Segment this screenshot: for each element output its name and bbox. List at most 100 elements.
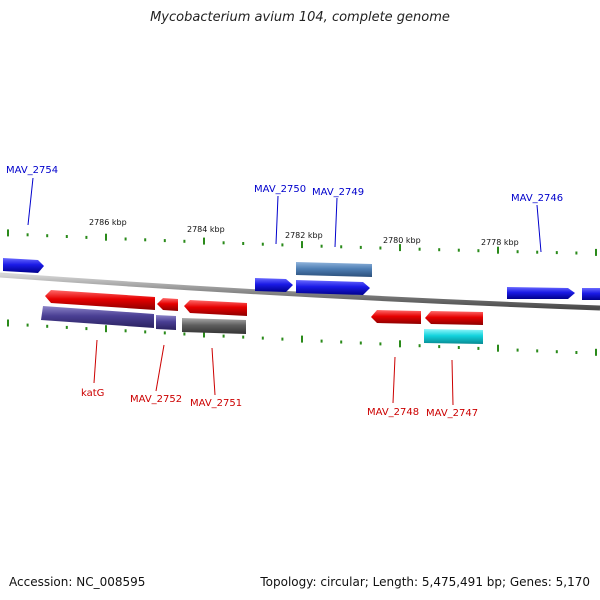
minor-tick [477,249,480,253]
gene-MAV_2750[interactable] [255,278,293,292]
feature-MAV_2749-outer [296,262,372,277]
minor-tick [222,241,225,245]
scale-label-2782: 2782 kbp [285,231,323,240]
scale-label-2784: 2784 kbp [187,225,225,234]
major-tick [7,319,9,327]
major-tick [203,330,205,338]
map-title: Mycobacterium avium 104, complete genome [150,10,450,25]
minor-tick [281,243,284,247]
label-katG: katG [81,388,104,399]
callout-MAV_2750 [275,195,279,245]
scale-label-2778: 2778 kbp [481,238,519,247]
minor-tick [242,242,245,245]
minor-tick [281,337,284,341]
accession-text: Accession: NC_008595 [9,575,146,589]
feature-katG-inner [41,306,154,328]
minor-tick [124,237,127,241]
minor-tick [26,323,29,327]
major-tick [203,237,205,245]
minor-tick [46,324,49,328]
gene-MAV_2754[interactable] [3,258,44,273]
minor-tick [536,250,539,254]
major-tick [497,246,499,254]
major-tick [595,248,597,256]
minor-tick [359,341,362,345]
major-tick [497,344,499,352]
minor-tick [418,344,421,348]
minor-tick [144,330,147,334]
major-tick [301,241,303,249]
gene-MAV_2748[interactable] [371,310,421,324]
minor-tick [320,339,323,343]
minor-tick [340,340,343,344]
label-MAV_2752: MAV_2752 [130,394,182,405]
gene-MAV_2751[interactable] [184,300,247,316]
minor-tick [222,334,225,338]
minor-tick [477,346,480,350]
major-tick [399,340,401,348]
minor-tick [379,342,382,346]
genome-summary-text: Topology: circular; Length: 5,475,491 bp… [260,575,590,589]
genome-backbone [0,272,600,311]
major-tick [105,233,107,241]
minor-tick [438,345,441,349]
minor-tick [261,336,264,340]
minor-tick [555,251,558,255]
label-MAV_2746: MAV_2746 [511,193,563,204]
scale-label-2786: 2786 kbp [89,218,127,227]
minor-tick [46,234,49,238]
minor-tick [555,350,558,354]
minor-tick [536,349,539,353]
gene-MAV_2749[interactable] [296,280,370,295]
minor-tick [163,239,166,243]
minor-tick [163,331,166,335]
minor-tick [457,346,460,349]
scale-ticks-top [7,229,597,256]
major-tick [105,325,107,333]
major-tick [595,348,597,356]
minor-tick [124,329,127,333]
callout-katG [93,339,98,384]
minor-tick [516,348,519,352]
label-MAV_2754: MAV_2754 [6,165,58,176]
minor-tick [340,245,343,249]
callout-MAV_2754 [27,177,34,226]
minor-tick [85,235,88,239]
major-tick [7,229,9,237]
gene-right-edge[interactable] [582,288,600,300]
label-MAV_2747: MAV_2747 [426,408,478,419]
gene-katG[interactable] [45,290,155,310]
minor-tick [418,247,421,251]
minor-tick [516,250,519,254]
feature-MAV_2751-inner [182,318,246,334]
feature-MAV_2752-inner [156,315,176,330]
callout-MAV_2751 [211,347,216,396]
minor-tick [379,246,382,250]
minor-tick [320,244,323,248]
minor-tick [183,239,186,243]
major-tick [301,335,303,343]
gene-MAV_2752[interactable] [157,298,178,311]
minor-tick [85,327,88,331]
minor-tick [457,248,460,252]
callout-MAV_2748 [392,356,396,404]
gene-MAV_2747[interactable] [425,311,483,325]
callout-MAV_2747 [451,359,454,406]
minor-tick [438,248,441,252]
minor-tick [359,245,362,249]
label-MAV_2748: MAV_2748 [367,407,419,418]
minor-tick [65,325,68,329]
callout-MAV_2749 [334,197,338,248]
minor-tick [575,251,578,255]
minor-tick [144,238,147,242]
callout-MAV_2746 [536,204,542,253]
minor-tick [65,235,68,238]
major-tick [399,244,401,252]
minor-tick [242,335,245,339]
minor-tick [261,242,264,246]
scale-label-2780: 2780 kbp [383,236,421,245]
feature-MAV_2747-inner [424,329,483,344]
minor-tick [575,351,578,354]
gene-MAV_2746[interactable] [507,287,575,299]
